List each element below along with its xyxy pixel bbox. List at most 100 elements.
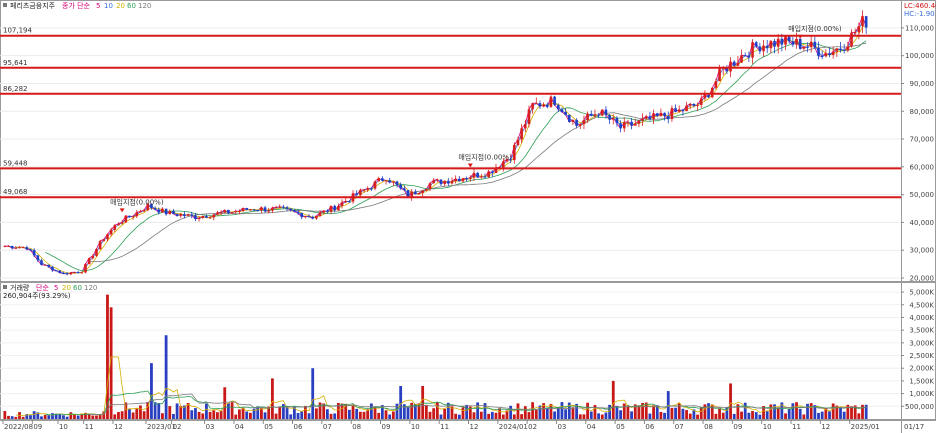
candle-body [674,108,677,112]
candle-body [736,62,740,66]
volume-panel [0,282,936,420]
volume-bar [14,416,18,419]
volume-tick-label: 3,000K [909,339,934,347]
price-levels: 107,194 95,641 86,282 59,448 49,068 [0,27,901,199]
volume-bar [626,405,630,419]
candle-body [450,181,454,184]
candle-body [648,116,652,120]
volume-tick-label: 500,000 [905,403,934,411]
candle-body [626,121,630,123]
volume-bar [128,409,131,419]
candle-body [791,41,795,45]
volume-bar [208,411,212,419]
candle-body [802,46,806,49]
x-tick-label: 05 [616,423,625,431]
candle-body [417,193,421,195]
x-tick-label: 2023/01 [147,423,176,431]
candle-body [571,119,575,122]
candle-body [95,249,98,256]
x-tick-label: 2025/01 [851,423,880,431]
candle-body [190,214,194,216]
candle-body [73,272,76,274]
volume-bar [461,407,465,419]
candle-body [542,104,545,107]
candle-body [685,105,688,112]
volume-bar [362,411,366,419]
volume-bar [340,403,344,419]
candle-body [447,180,450,184]
x-tick-label: 2024/01 [499,423,528,431]
volume-bar [344,404,348,419]
volume-bar [619,410,622,419]
candle-body [655,113,659,117]
candle-body [809,41,813,48]
candle-body [355,193,358,195]
candle-body [743,55,747,57]
candle-body [395,181,399,185]
volume-bar [721,412,725,419]
price-legend[interactable]: 페리츠금융지주 종가 단순 5 10 20 60 120 [3,1,151,10]
candle-body [509,159,512,161]
candle-body [175,213,179,216]
candle-body [725,67,729,72]
volume-bar [692,409,696,419]
volume-bar [545,407,549,419]
candle-body [754,42,758,47]
volume-legend-period-20: 20 [62,284,71,292]
x-tick-label: 10 [763,423,772,431]
volume-bar [274,413,278,419]
volume-bar [139,405,142,419]
volume-bar [472,412,476,419]
candle-body [820,56,824,58]
volume-bar [212,410,216,419]
volume-bar [637,405,641,419]
volume-ma-line [15,356,867,416]
volume-bar [303,405,307,419]
volume-bar [395,403,399,419]
volume-bar [498,408,502,419]
volume-bar [762,406,765,419]
price-readout-hc: HC:-1.90 [904,10,935,18]
volume-legend[interactable]: 거래량 단순 5 20 60 120 260,904주(93.29%) [3,283,97,300]
candle-body [300,213,304,218]
candle-body [18,247,21,249]
volume-bar [835,405,839,419]
candle-body [414,191,417,195]
candle-body [76,272,80,274]
volume-bar [729,383,732,419]
candle-body [666,116,670,120]
volume-legend-toggle-icon[interactable] [3,285,7,289]
candle-body [795,38,798,45]
legend-ma-label: 종가 단순 [62,1,91,10]
candle-body [208,217,212,219]
candle-body [51,266,54,271]
volume-moving-averages [15,356,867,416]
volume-bar [531,402,535,419]
volume-bar [25,414,29,419]
volume-bar [351,404,355,419]
x-tick-label: 02 [528,423,537,431]
volume-bar [567,402,571,419]
volume-bar [175,403,179,419]
level-label: 95,641 [3,59,28,67]
volume-bar [417,403,421,419]
volume-bar [476,402,480,419]
candle-body [370,188,373,190]
legend-toggle-icon[interactable] [3,3,7,7]
candle-body [54,270,58,272]
volume-bar [736,404,740,419]
volume-bar [325,409,329,419]
volume-bar [703,404,707,419]
volume-bar [113,414,117,419]
volume-bar [164,335,168,419]
volume-bar [256,406,260,419]
volume-tick-label: 5,000K [909,289,934,297]
candle-body [787,36,791,42]
volume-bar [824,408,828,419]
volume-bar [685,410,688,419]
volume-bar [69,412,73,419]
volume-bar [798,408,802,419]
candle-body [425,189,428,191]
price-tick-label: 30,000 [910,247,935,255]
